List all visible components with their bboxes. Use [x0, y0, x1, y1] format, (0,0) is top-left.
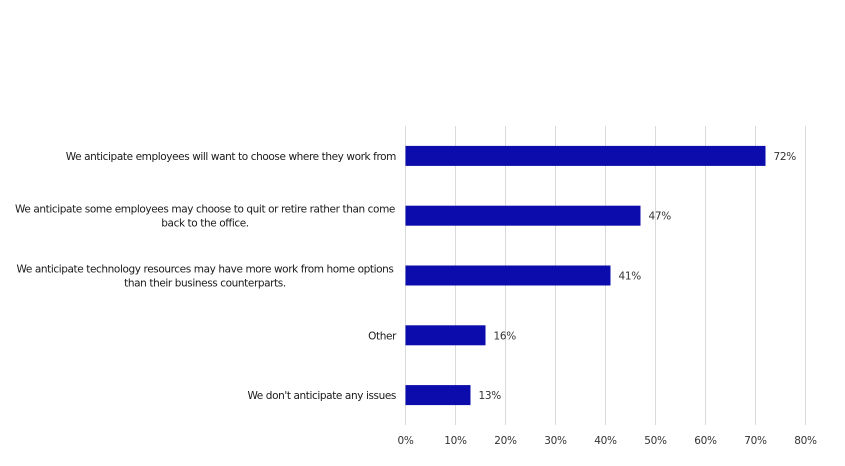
bars — [405, 145, 766, 406]
bar — [405, 205, 641, 226]
x-tick-label: 40% — [594, 435, 617, 447]
data-label: 47% — [649, 211, 672, 223]
category-label-line: back to the office. — [161, 218, 249, 230]
category-label-line: We anticipate some employees may choose … — [15, 204, 395, 216]
x-axis-tick-labels: 0% 10% 20% 30% 40% 50% 60% 70% 80% — [397, 435, 817, 447]
category-label-line: We don't anticipate any issues — [247, 390, 396, 402]
x-tick-label: 80% — [794, 435, 817, 447]
data-label: 13% — [479, 390, 502, 402]
bar — [405, 325, 486, 346]
data-label: 72% — [774, 151, 797, 163]
category-label-line: than their business counterparts. — [124, 278, 286, 290]
x-tick-label: 30% — [544, 435, 567, 447]
bar — [405, 145, 766, 166]
data-labels: 72% 47% 41% 16% 13% — [479, 151, 797, 402]
category-label: We anticipate employees will want to cho… — [66, 151, 397, 163]
category-label: Other — [368, 330, 397, 342]
category-label-line: Other — [368, 330, 397, 342]
category-labels: We anticipate employees will want to cho… — [15, 151, 397, 402]
category-label-line: We anticipate employees will want to cho… — [66, 151, 396, 163]
bar — [405, 265, 611, 286]
data-label: 16% — [494, 330, 517, 342]
bar — [405, 385, 471, 406]
category-label: We anticipate technology resources may h… — [16, 264, 393, 290]
category-label: We don't anticipate any issues — [247, 390, 396, 402]
data-label: 41% — [619, 271, 642, 283]
category-label: We anticipate some employees may choose … — [15, 204, 395, 230]
x-tick-label: 0% — [397, 435, 413, 447]
x-tick-label: 60% — [694, 435, 717, 447]
x-tick-label: 10% — [444, 435, 467, 447]
x-tick-label: 70% — [744, 435, 767, 447]
category-label-line: We anticipate technology resources may h… — [16, 264, 393, 276]
x-tick-label: 50% — [644, 435, 667, 447]
x-tick-label: 20% — [494, 435, 517, 447]
